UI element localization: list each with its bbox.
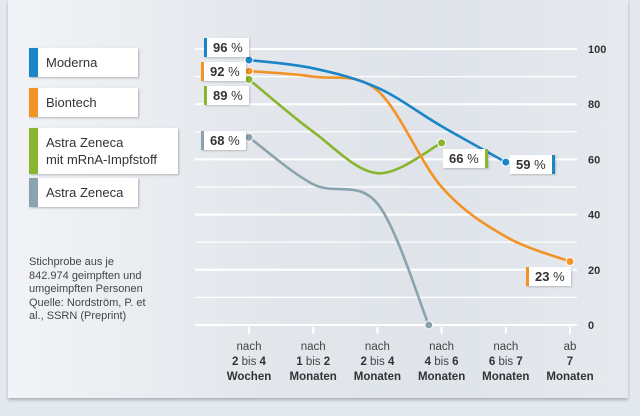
- y-tick-label: 40: [588, 210, 600, 222]
- note-line: Quelle: Nordström, P. et: [29, 296, 146, 309]
- x-tick-label: nach 6 bis 7 Monaten: [482, 341, 530, 383]
- x-tick-label: nach 2 bis 4 Monaten: [353, 341, 402, 383]
- x-tick-label: ab 7 Monaten: [546, 341, 594, 383]
- legend-label: Biontech: [46, 95, 97, 110]
- note-line: 842.974 geimpften und: [29, 269, 142, 282]
- legend-label: Astra Zeneca: [46, 185, 124, 200]
- data-point: [565, 257, 575, 267]
- legend-swatch: [29, 128, 38, 174]
- y-tick-label: 20: [588, 265, 600, 277]
- series-line: [248, 58, 507, 164]
- series-line: [248, 136, 430, 326]
- legend-astra-mrna: Astra Zeneca mit mRnA-Impfstoff: [29, 128, 178, 174]
- legend-moderna: Moderna: [29, 48, 138, 77]
- data-point: [437, 138, 447, 148]
- data-point: [244, 74, 254, 84]
- data-point: [501, 157, 511, 167]
- y-tick-label: 80: [588, 99, 600, 111]
- series-line: [248, 69, 571, 263]
- legend-swatch: [29, 178, 38, 207]
- x-tick-label: nach 1 bis 2 Monaten: [289, 341, 337, 383]
- y-tick-label: 100: [588, 44, 606, 56]
- legend-astra: Astra Zeneca: [29, 178, 138, 207]
- data-point: [424, 320, 434, 330]
- source-note: Stichprobe aus je 842.974 geimpften und …: [29, 256, 159, 324]
- legend-swatch: [29, 88, 38, 117]
- legend-swatch: [29, 48, 38, 77]
- legend-label: Astra Zeneca: [46, 135, 124, 150]
- value-label: 66 %: [443, 149, 488, 168]
- note-line: umgeimpften Personen: [29, 283, 143, 295]
- note-line: Stichprobe aus je: [29, 256, 114, 268]
- value-label: 59 %: [510, 155, 555, 174]
- y-tick-label: 0: [588, 320, 594, 332]
- y-tick-label: 60: [588, 154, 600, 166]
- legend-label: mit mRnA-Impfstoff: [46, 152, 158, 167]
- note-line: al., SSRN (Preprint): [29, 310, 127, 322]
- value-label: 92 %: [201, 62, 246, 81]
- data-point: [244, 66, 254, 76]
- value-label: 89 %: [204, 86, 249, 105]
- x-tick-label: nach 4 bis 6 Monaten: [417, 341, 466, 383]
- value-label: 96 %: [204, 38, 249, 57]
- data-point: [244, 55, 254, 65]
- data-point: [244, 132, 254, 142]
- x-tick-label: nach 2 bis 4 Wochen: [226, 341, 272, 383]
- legend-biontech: Biontech: [29, 88, 138, 117]
- series-line: [248, 78, 443, 175]
- value-label: 23 %: [526, 267, 571, 286]
- legend-label: Moderna: [46, 55, 98, 70]
- value-label: 68 %: [201, 131, 246, 150]
